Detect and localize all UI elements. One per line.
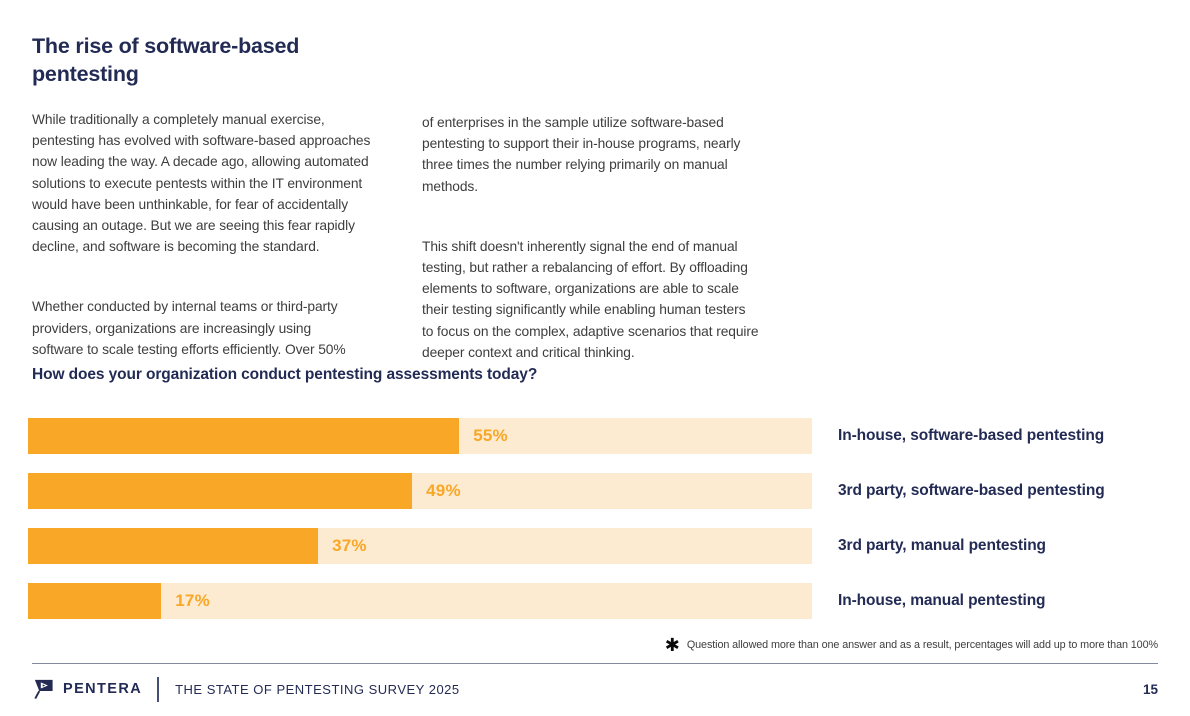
bar-row: 17% In-house, manual pentesting bbox=[28, 583, 1105, 619]
intro-paragraph: This shift doesn't inherently signal the… bbox=[422, 238, 759, 360]
bar-row: 37% 3rd party, manual pentesting bbox=[28, 528, 1105, 564]
page-footer: PENTERA THE STATE OF PENTESTING SURVEY 2… bbox=[32, 673, 1158, 705]
bar-track: 17% bbox=[28, 583, 812, 619]
asterisk-icon: ✱ bbox=[664, 635, 680, 655]
bar-track: 55% bbox=[28, 418, 812, 454]
brand-wordmark: PENTERA bbox=[63, 681, 143, 697]
bar-row: 55% In-house, software-based pentesting bbox=[28, 418, 1105, 454]
intro-column-right: of enterprises in the sample utilize sof… bbox=[422, 91, 782, 402]
bar-row: 49% 3rd party, software-based pentesting bbox=[28, 473, 1105, 509]
footer-separator bbox=[157, 676, 160, 702]
intro-text: While traditionally a completely manual … bbox=[32, 91, 782, 402]
doc-title: THE STATE OF PENTESTING SURVEY 2025 bbox=[175, 681, 460, 697]
bar-fill bbox=[28, 418, 460, 454]
bar-value-label: 49% bbox=[426, 481, 461, 500]
intro-paragraph: While traditionally a completely manual … bbox=[32, 112, 371, 255]
bar-fill bbox=[28, 473, 413, 509]
bar-fill bbox=[28, 528, 319, 564]
intro-paragraph: Whether conducted by internal teams or t… bbox=[32, 299, 346, 357]
page-number: 15 bbox=[1142, 681, 1158, 697]
bar-chart: 55% In-house, software-based pentesting 49… bbox=[28, 418, 1105, 638]
bar-category-label: In-house, manual pentesting bbox=[838, 592, 1046, 609]
chart-question: How does your organization conduct pente… bbox=[32, 366, 538, 383]
page-title: The rise of software-based pentesting bbox=[32, 34, 300, 86]
intro-column-left: While traditionally a completely manual … bbox=[32, 91, 422, 402]
bar-track: 49% bbox=[28, 473, 812, 509]
footer-divider bbox=[32, 663, 1158, 664]
bar-category-label: 3rd party, manual pentesting bbox=[838, 537, 1046, 554]
intro-paragraph: of enterprises in the sample utilize sof… bbox=[422, 115, 741, 194]
bar-category-label: In-house, software-based pentesting bbox=[838, 427, 1105, 444]
brand-block: PENTERA THE STATE OF PENTESTING SURVEY 2… bbox=[32, 676, 460, 702]
bar-track: 37% bbox=[28, 528, 812, 564]
bar-fill bbox=[28, 583, 162, 619]
bar-value-label: 17% bbox=[175, 591, 210, 610]
pentera-logo-icon bbox=[34, 679, 53, 699]
bar-value-label: 55% bbox=[473, 426, 508, 445]
footnote-text: Question allowed more than one answer an… bbox=[686, 639, 1158, 651]
bar-category-label: 3rd party, software-based pentesting bbox=[838, 482, 1105, 499]
bar-value-label: 37% bbox=[332, 536, 367, 555]
chart-footnote: ✱ Question allowed more than one answer … bbox=[665, 636, 1158, 654]
